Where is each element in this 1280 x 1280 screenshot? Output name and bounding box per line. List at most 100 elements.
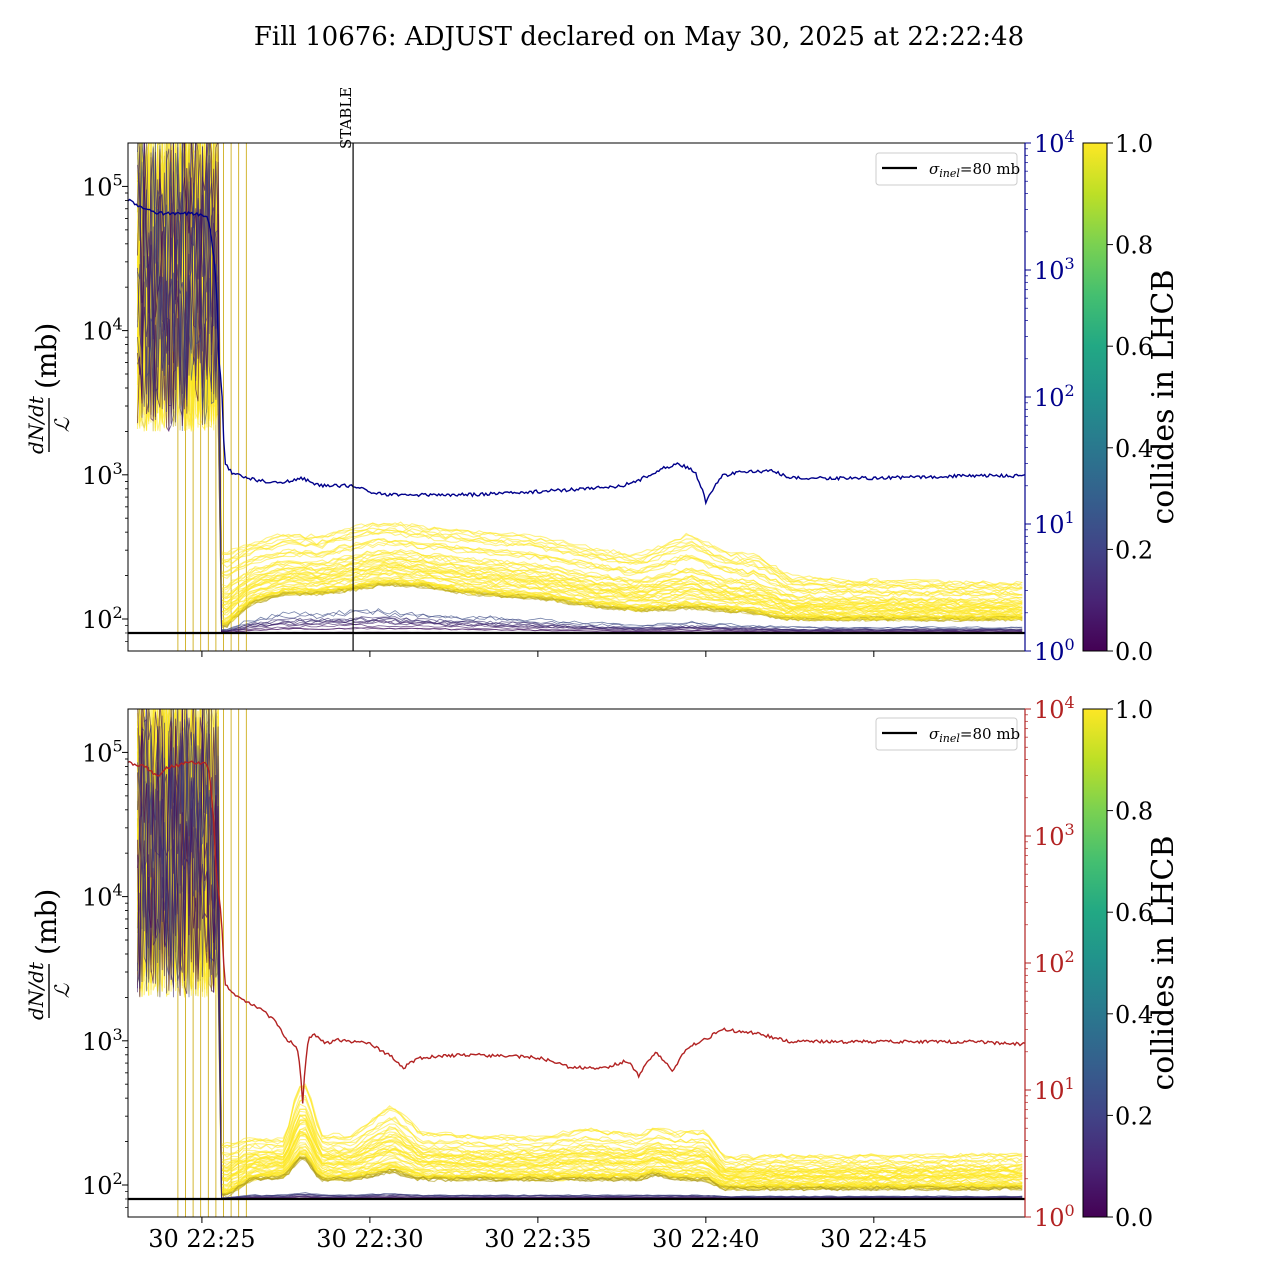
- top-ylabel-numerator: dN/dt: [24, 395, 48, 454]
- bottom-colliding-bunch-trace: [136, 709, 1023, 1171]
- bottom-xtick-label: 30 22:35: [484, 1225, 591, 1253]
- bottom-colliding-bunch-trace: [136, 709, 1023, 1187]
- bottom-colliding-bunch-trace: [136, 709, 1023, 1180]
- top-colliding-bunch-trace: [136, 143, 1023, 603]
- top-colliding-bunch-trace: [136, 144, 1023, 587]
- top-colliding-bunch-trace: [136, 143, 1023, 590]
- top-colliding-bunch-trace: [136, 143, 1023, 596]
- bottom-colliding-bunch-trace: [136, 709, 1023, 1196]
- top-colliding-bunch-trace: [136, 148, 1023, 604]
- bottom-colorbar-label: collides in LHCB: [1146, 835, 1181, 1090]
- top-colliding-bunch-trace: [137, 143, 1023, 626]
- top-y2tick-label: 100: [1034, 635, 1075, 666]
- bottom-y2tick-label: 101: [1034, 1074, 1075, 1105]
- bottom-colliding-bunch-trace: [136, 716, 1023, 1171]
- bottom-colorbar: 0.0 0.2 0.4 0.6 0.8 1.0 collides in LHCB: [1082, 696, 1181, 1232]
- bottom-colliding-bunch-trace: [136, 709, 1023, 1194]
- top-colliding-bunch-trace: [136, 143, 1023, 598]
- top-noncolliding-bunch-trace: [137, 143, 1023, 632]
- bottom-colliding-bunch-trace: [136, 709, 1023, 1171]
- bottom-colliding-bunch-trace: [136, 709, 1023, 1180]
- top-ytick-label: 105: [82, 170, 123, 201]
- top-rate-line: [128, 198, 1025, 506]
- bottom-colliding-bunch-trace: [136, 709, 1023, 1176]
- top-ylabel-denominator: ℒ: [50, 417, 74, 432]
- top-colorbar-tick-label: 1.0: [1115, 130, 1153, 158]
- top-x-axis: [201, 651, 875, 657]
- top-colliding-bunch-trace: [136, 143, 1023, 589]
- bottom-colliding-bunch-trace: [136, 709, 1023, 1161]
- top-colliding-bunch-trace: [136, 143, 1023, 599]
- bottom-colliding-bunch-trace: [136, 709, 1023, 1172]
- bottom-colliding-bunch-trace: [136, 709, 1023, 1194]
- bottom-noncolliding-bunch-trace: [137, 709, 1023, 1199]
- bottom-noncolliding-bunch-trace: [137, 709, 1023, 1200]
- bottom-bunch-traces: [136, 709, 1023, 1217]
- bottom-ytick-label: 102: [82, 1169, 123, 1200]
- bottom-colliding-bunch-trace: [136, 709, 1023, 1191]
- bottom-ylabel-unit: (mb): [30, 889, 63, 955]
- bottom-noncolliding-bunch-trace: [137, 709, 1023, 1199]
- top-colliding-bunch-trace: [136, 143, 1023, 628]
- bottom-colliding-bunch-trace: [136, 709, 1023, 1182]
- bottom-xtick-label: 30 22:30: [316, 1225, 423, 1253]
- bottom-noncolliding-bunch-trace: [137, 709, 1023, 1200]
- top-colliding-bunch-trace: [136, 155, 1023, 611]
- top-colliding-bunch-trace: [136, 143, 1023, 626]
- top-colorbar-tick-label: 0.0: [1115, 638, 1153, 666]
- bottom-colliding-bunch-trace: [136, 709, 1023, 1181]
- top-colliding-bunch-trace: [136, 143, 1023, 604]
- top-ytick-label: 103: [82, 459, 123, 490]
- top-noncolliding-bunch-trace: [137, 143, 1023, 630]
- top-bunch-traces: [136, 143, 1023, 651]
- bottom-colliding-bunch-trace: [136, 731, 1023, 1192]
- bottom-colliding-bunch-trace: [137, 709, 1023, 1174]
- bottom-colliding-bunch-trace: [136, 709, 1023, 1190]
- top-y-axis-label: dN/dt ℒ (mb): [24, 323, 74, 454]
- top-colliding-bunch-trace: [136, 143, 1023, 607]
- bottom-colorbar-tick-label: 0.2: [1115, 1102, 1153, 1130]
- bottom-colliding-bunch-trace: [136, 709, 1023, 1182]
- bottom-colliding-bunch-trace: [136, 709, 1023, 1176]
- bottom-noncolliding-bunch-trace: [137, 714, 1023, 1199]
- top-colliding-bunch-trace: [136, 143, 1023, 626]
- bottom-colliding-bunch-trace: [136, 709, 1023, 1181]
- top-plot-area: [128, 143, 1025, 651]
- bottom-colliding-bunch-trace: [136, 709, 1023, 1195]
- top-colliding-bunch-trace: [136, 143, 1023, 596]
- bottom-colliding-bunch-trace: [137, 709, 1023, 1174]
- bottom-colliding-bunch-trace: [136, 709, 1023, 1195]
- bottom-colliding-bunch-trace: [136, 709, 1023, 1188]
- bottom-colliding-bunch-trace: [136, 720, 1023, 1161]
- bottom-colliding-bunch-trace: [136, 709, 1023, 1195]
- bottom-colliding-bunch-trace: [137, 709, 1023, 1191]
- bottom-colliding-bunch-trace: [136, 709, 1023, 1166]
- bottom-colliding-bunch-trace: [136, 715, 1023, 1186]
- bottom-colliding-bunch-trace: [136, 710, 1023, 1196]
- top-colliding-bunch-trace: [136, 143, 1023, 607]
- top-ytick-label: 104: [82, 315, 123, 346]
- top-panel: STABLE 102 103 104 105 100 101 102 103 104 dN/d…: [24, 87, 1181, 666]
- bottom-colliding-bunch-trace: [136, 709, 1023, 1167]
- top-colliding-bunch-trace: [136, 143, 1023, 627]
- top-ytick-label: 102: [82, 603, 123, 634]
- bottom-colliding-bunch-trace: [136, 709, 1023, 1195]
- bottom-xtick-label: 30 22:25: [148, 1225, 255, 1253]
- bottom-colliding-bunch-trace: [136, 709, 1023, 1161]
- bottom-legend: σinel=80 mb: [875, 717, 1020, 751]
- bottom-ylabel-numerator: dN/dt: [24, 961, 48, 1020]
- bottom-y2tick-label: 104: [1034, 693, 1075, 724]
- bottom-colliding-bunch-trace: [136, 709, 1023, 1179]
- top-noncolliding-bunch-trace: [137, 143, 1023, 632]
- bottom-colliding-bunch-trace: [136, 709, 1023, 1191]
- top-colliding-bunch-trace: [136, 143, 1023, 625]
- top-secondary-y-axis: 100 101 102 103 104: [1024, 127, 1075, 666]
- top-colliding-bunch-trace: [136, 143, 1023, 611]
- bottom-legend-label: σinel=80 mb: [929, 725, 1020, 745]
- bottom-y2tick-label: 102: [1034, 947, 1075, 978]
- bottom-rate-line: [128, 760, 1025, 1104]
- bottom-colliding-bunch-trace: [136, 709, 1023, 1161]
- bottom-colliding-bunch-trace: [136, 714, 1023, 1181]
- stable-marker-label: STABLE: [337, 87, 355, 149]
